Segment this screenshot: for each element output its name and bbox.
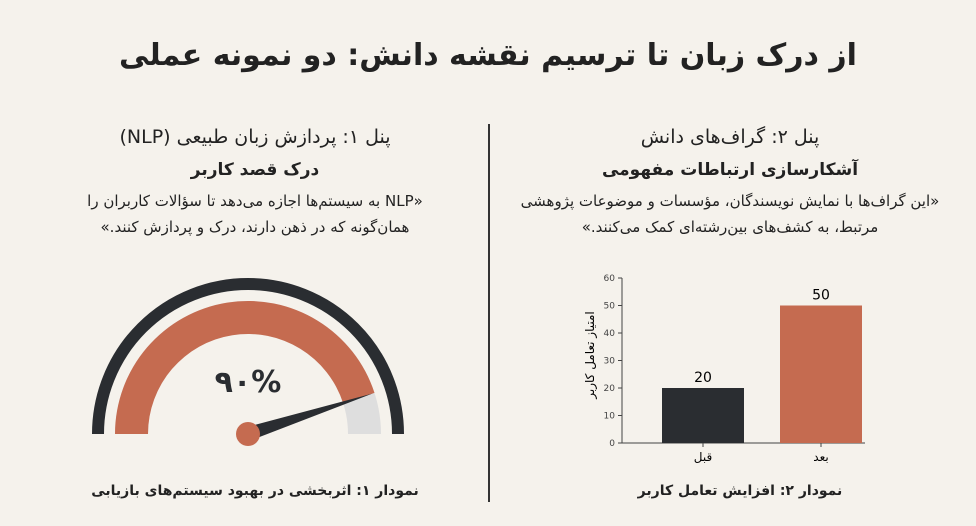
y-tick-label: 30	[604, 357, 616, 367]
panel-title: پنل ۱: پردازش زبان طبیعی (NLP)	[119, 126, 391, 148]
bar-data-label: 50	[812, 288, 830, 304]
gauge-chart: ۹۰%	[92, 278, 404, 446]
y-tick-label: 40	[604, 329, 616, 339]
bar-data-label: 20	[694, 370, 712, 386]
chart1-caption: نمودار ۱: اثربخشی در بهبود سیستم‌های باز…	[91, 483, 419, 499]
y-tick-label: 20	[604, 384, 616, 394]
chart2-caption: نمودار ۲: افزایش تعامل کاربر	[637, 483, 843, 499]
panel-divider	[488, 124, 490, 502]
panel-quote: «این گراف‌ها با نمایش نویسندگان، مؤسسات …	[520, 192, 940, 236]
gauge-hub	[236, 422, 260, 446]
bar-chart: امتیاز تعامل کاربر 0 10 20 30 40 50 60 20 قبل 50 ب…	[583, 274, 865, 464]
y-tick-label: 60	[604, 274, 616, 284]
bar-after	[780, 305, 862, 443]
panel-knowledge-graph: پنل ۲: گراف‌های دانش آشکارسازی ارتباطات …	[520, 126, 940, 240]
y-axis-label: امتیاز تعامل کاربر	[583, 311, 598, 400]
panel-heading: درک قصد کاربر	[190, 160, 320, 180]
y-tick-label: 10	[604, 412, 616, 422]
bar-before	[662, 388, 744, 443]
panel-title: پنل ۲: گراف‌های دانش	[640, 126, 820, 148]
y-tick-label: 0	[609, 439, 615, 449]
x-tick-label: قبل	[694, 450, 712, 464]
y-tick-label: 50	[604, 302, 616, 312]
gauge-fill	[115, 301, 375, 434]
panel-nlp: پنل ۱: پردازش زبان طبیعی (NLP) درک قصد ک…	[60, 126, 450, 240]
gauge-needle	[245, 393, 373, 441]
x-tick-label: بعد	[813, 450, 828, 464]
gauge-outer-ring	[92, 278, 404, 435]
panel-heading: آشکارسازی ارتباطات مفهومی	[601, 160, 859, 180]
page-title: از درک زبان تا ترسیم نقشه دانش: دو نمونه…	[119, 38, 857, 73]
gauge-value-label: ۹۰%	[215, 365, 282, 400]
panel-quote: «NLP به سیستم‌ها اجازه می‌دهد تا سؤالات …	[87, 192, 423, 236]
